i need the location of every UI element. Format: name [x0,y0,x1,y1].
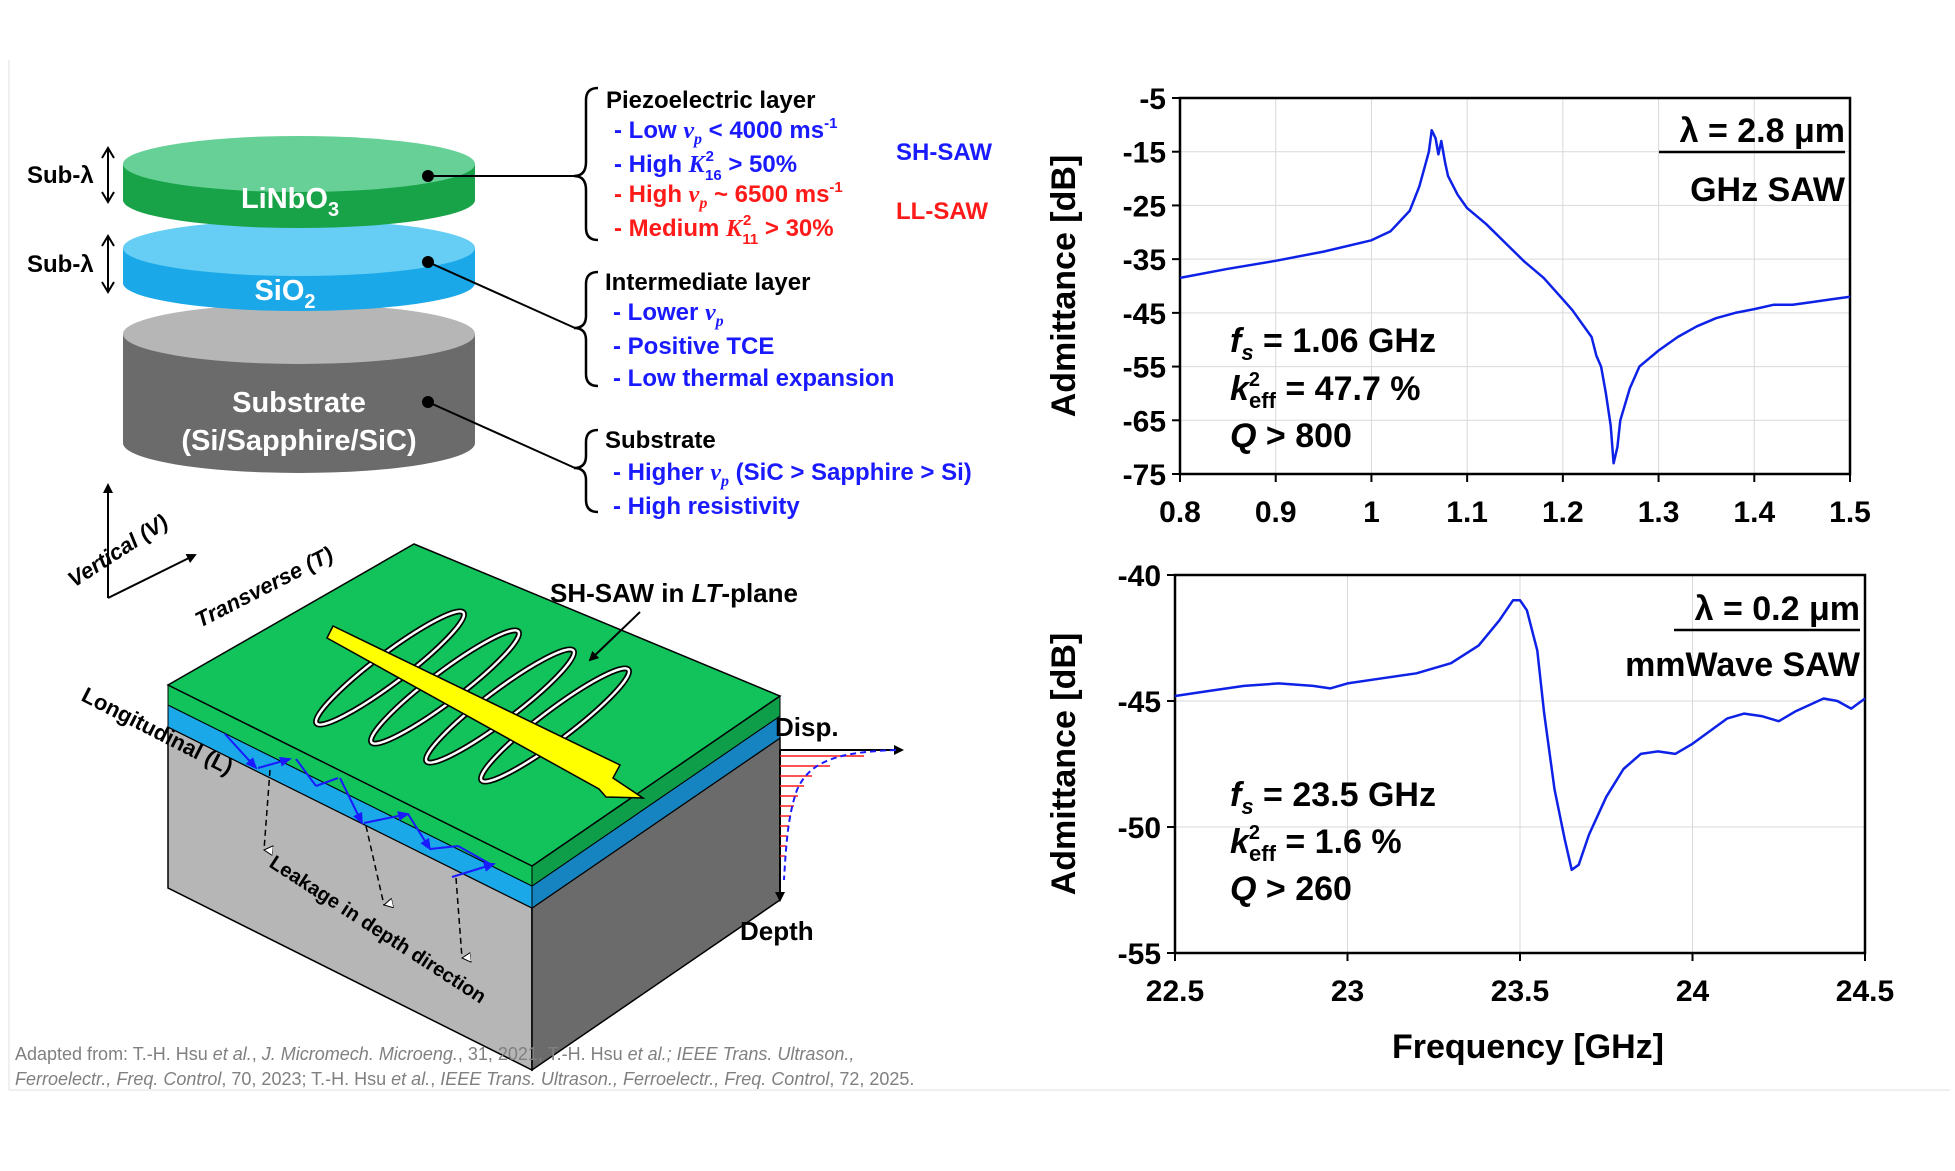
intermediate-properties: Intermediate layer - Lower vp - Positive… [605,269,894,392]
coupling-label: k2 eff = 1.6 % [1230,822,1402,866]
saw-type-label: mmWave SAW [1625,646,1861,684]
substrate-label: Substrate [232,387,366,419]
x-tick-label: 24 [1676,975,1710,1008]
piezo-item-1: - Low vp < 4000 ms-1 [614,115,837,148]
citation-line-1: Adapted from: T.-H. Hsu et al., J. Micro… [15,1044,854,1064]
coupling-label: k2 eff = 47.7 % [1230,369,1421,413]
x-tick-label: 1.5 [1829,496,1871,529]
piezo-title: Piezoelectric layer [606,87,815,114]
subs-title: Substrate [605,427,716,454]
resonance-frequency-label: fs = 1.06 GHz [1230,322,1436,365]
x-tick-label: 0.9 [1255,496,1297,529]
subs-item-1: - Higher vp (SiC > Sapphire > Si) [613,459,972,490]
piezo-item-3: - High vp ~ 6500 ms-1 [614,179,843,212]
citation: Adapted from: T.-H. Hsu et al., J. Micro… [15,1044,914,1089]
y-axis-title: Admittance [dB] [1045,633,1083,896]
x-tick-label: 1.3 [1638,496,1680,529]
plot-frame [1173,573,1867,955]
y-tick-label: -45 [1118,686,1161,719]
y-tick-label: -5 [1139,83,1166,116]
shsaw-lt-label: SH-SAW in LT-plane [550,578,798,608]
leakage-arrows [264,769,462,958]
x-tick-label: 0.8 [1159,496,1201,529]
depth-label: Depth [740,916,814,946]
chart-mmwave-saw: 22.5 23 23.5 24 24.5 -40 -45 -50 -55 Admittance [… [1045,560,1894,1008]
y-tick-label: -35 [1123,244,1166,277]
piezo-item-2: - High K2 16 > 50% [614,148,797,184]
substrate-materials-label: (Si/Sapphire/SiC) [181,425,416,457]
chart-ghz-saw: 0.8 0.9 1 1.1 1.2 1.3 1.4 1.5 -5 -15 -25 -35 -45 -55 -… [1045,83,1871,529]
sio2-cylinder: SiO2 [123,220,475,313]
admittance-trace [1174,598,1866,872]
citation-line-2: Ferroelectr., Freq. Control, 70, 2023; T… [15,1069,914,1089]
y-tick-label: -65 [1123,405,1166,438]
y-tick-label: -55 [1123,352,1166,385]
shsaw-label: SH-SAW [896,139,992,166]
substrate-properties: Substrate - Higher vp (SiC > Sapphire > … [605,427,972,520]
saw-type-label: GHz SAW [1690,171,1846,209]
plot-frame [1178,96,1852,476]
y-tick-label: -45 [1123,298,1166,331]
inter-title: Intermediate layer [605,269,810,296]
y-tick-label: -75 [1123,459,1166,492]
transverse-axis [107,554,197,599]
x-tick-label: 1.2 [1542,496,1584,529]
sio2-label: SiO2 [254,275,315,313]
piezo-item-4: - Medium K2 11 > 30% [614,212,834,248]
resonance-frequency-label: fs = 23.5 GHz [1230,776,1436,819]
svg-text:Sub-λ: Sub-λ [27,162,94,189]
substrate-cylinder: Substrate (Si/Sapphire/SiC) [123,304,475,473]
y-tick-label: -40 [1118,560,1161,593]
llsaw-label: LL-SAW [896,198,988,225]
y-tick-label: -25 [1123,190,1166,223]
wave-ellipses [312,608,633,785]
connector-lines [422,170,576,469]
displacement-profile: Disp. Depth [740,712,904,946]
wavelength-label: λ = 0.2 μm [1695,590,1860,628]
x-tick-label: 22.5 [1146,975,1204,1008]
svg-text:Sub-λ: Sub-λ [27,251,94,278]
linbo3-label: LiNbO3 [241,183,339,221]
layer-stack: Substrate (Si/Sapphire/SiC) SiO2 LiNbO3 … [27,86,599,514]
sub-lambda-marker-1: Sub-λ [27,146,115,204]
x-tick-label: 23 [1331,975,1364,1008]
x-axis-title: Frequency [GHz] [1392,1028,1664,1066]
vertical-axis-label: Vertical (V) [63,509,172,592]
y-axis-title: Admittance [dB] [1045,155,1083,418]
inter-item-2: - Positive TCE [613,333,774,360]
piezo-properties: Piezoelectric layer - Low vp < 4000 ms-1… [606,87,992,248]
x-tick-label: 1.1 [1446,496,1488,529]
leaky-ray-arrows [224,733,496,878]
braces [573,86,599,514]
propagation-arrow [326,625,646,799]
y-tick-label: -50 [1118,812,1161,845]
disp-label: Disp. [775,712,839,742]
inter-item-1: - Lower vp [613,299,724,330]
sub-lambda-marker-2: Sub-λ [27,234,115,294]
quality-factor-label: Q > 800 [1230,417,1352,455]
y-tick-label: -15 [1123,137,1166,170]
x-tick-label: 23.5 [1491,975,1549,1008]
quality-factor-label: Q > 260 [1230,870,1352,908]
wave-block: Vertical (V) Transverse (T) Longitudinal… [63,483,904,1072]
linbo3-cylinder: LiNbO3 [123,136,475,228]
subs-item-2: - High resistivity [613,493,800,520]
x-tick-label: 1.4 [1733,496,1775,529]
y-tick-label: -55 [1118,938,1161,971]
wavelength-label: λ = 2.8 μm [1680,112,1845,150]
admittance-trace [1179,128,1851,465]
x-tick-label: 24.5 [1836,975,1894,1008]
inter-item-3: - Low thermal expansion [613,365,894,392]
x-tick-label: 1 [1363,496,1380,529]
